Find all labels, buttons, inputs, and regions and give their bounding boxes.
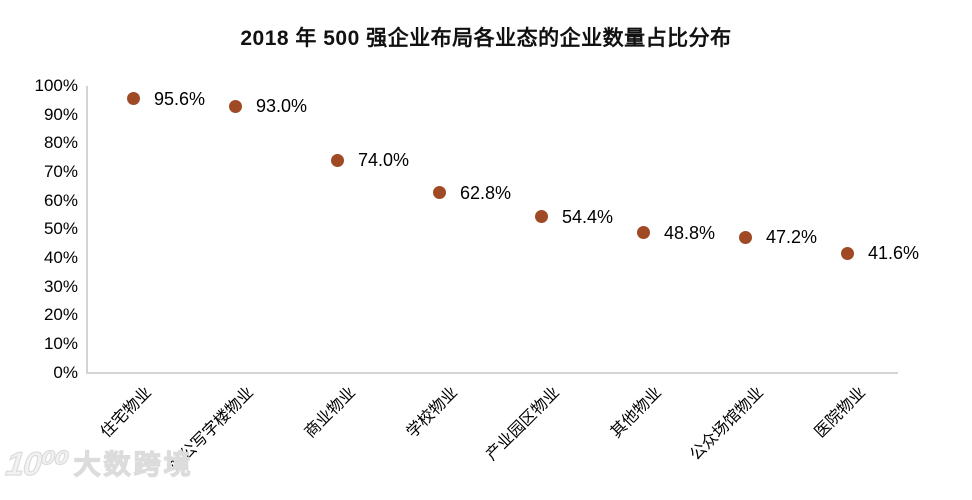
y-axis-tick-label: 100% xyxy=(34,76,78,95)
y-axis-tick-label: 90% xyxy=(43,104,78,124)
x-axis-category-label: 其他物业 xyxy=(607,384,666,442)
y-axis-tick-label: 30% xyxy=(43,276,78,296)
data-point-value-label: 47.2% xyxy=(766,227,818,248)
y-axis-tick-label: 0% xyxy=(53,362,78,382)
y-axis-tick-label: 60% xyxy=(43,190,78,210)
y-axis-tick-label: 80% xyxy=(43,133,78,153)
x-axis-category-label: 公众场馆物业 xyxy=(687,384,768,464)
y-axis-tick-label: 70% xyxy=(43,161,78,181)
data-point-value-label: 62.8% xyxy=(460,182,512,203)
y-axis-tick-label: 50% xyxy=(43,219,78,239)
data-point-dot xyxy=(738,230,752,244)
x-axis-category-label: 商业物业 xyxy=(301,384,360,442)
data-point-value-label: 95.6% xyxy=(154,88,206,109)
y-axis-tick-label: 10% xyxy=(43,333,78,353)
data-point-dot xyxy=(534,210,548,224)
data-point-value-label: 93.0% xyxy=(256,96,308,117)
x-axis-category-label: 住宅物业 xyxy=(97,384,156,442)
data-point-dot xyxy=(840,246,854,260)
y-axis-tick-label: 40% xyxy=(43,247,78,267)
x-axis-category-label: 产业园区物业 xyxy=(483,384,564,464)
x-axis-category-label: 医院物业 xyxy=(811,384,870,442)
y-axis-tick-label: 20% xyxy=(43,305,78,325)
x-axis-category-label: 办公写字楼物业 xyxy=(165,384,258,476)
data-point-value-label: 41.6% xyxy=(868,243,920,264)
data-point-dot xyxy=(228,99,242,113)
data-point-value-label: 54.4% xyxy=(562,206,614,227)
chart-title: 2018 年 500 强企业布局各业态的企业数量占比分布 xyxy=(240,27,732,50)
data-point-value-label: 48.8% xyxy=(664,222,716,243)
x-axis-category-label: 学校物业 xyxy=(403,384,462,442)
data-point-dot xyxy=(330,153,344,167)
data-point-value-label: 74.0% xyxy=(358,150,410,171)
data-point-dot xyxy=(636,226,650,240)
data-point-dot xyxy=(126,92,140,106)
y-axis-line xyxy=(86,86,88,374)
x-axis-line xyxy=(86,372,898,374)
data-point-dot xyxy=(432,186,446,200)
